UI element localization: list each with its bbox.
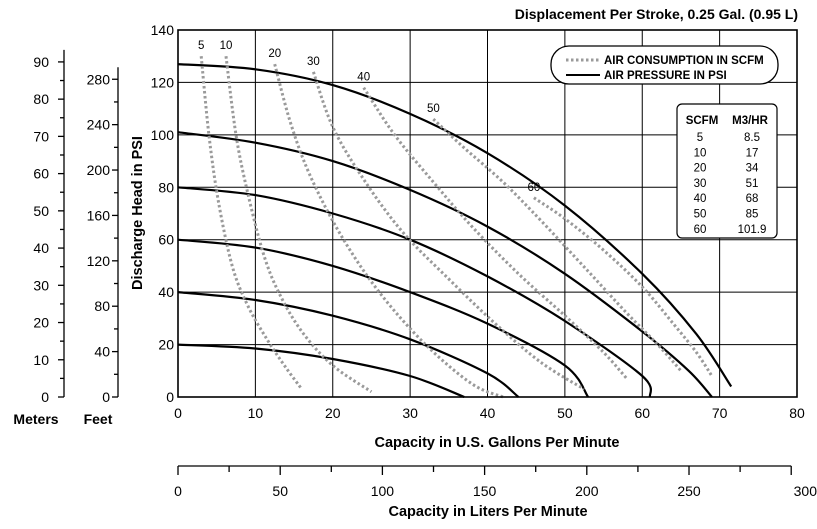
legend-label-air-consumption: AIR CONSUMPTION IN SCFM — [604, 55, 764, 67]
y-tick-label: 20 — [158, 337, 174, 353]
x-tick-label: 0 — [174, 405, 182, 421]
meters-tick-label: 20 — [33, 315, 49, 331]
legend-label-air-pressure: AIR PRESSURE IN PSI — [604, 70, 727, 82]
table-header-scfm: SCFM — [686, 115, 719, 127]
scfm-curves: 5 10 20 30 40 50 60 — [198, 40, 714, 399]
table-cell-scfm: 40 — [694, 193, 707, 205]
pressure-curve — [177, 63, 733, 388]
table-cell-scfm: 30 — [694, 178, 707, 190]
feet-axis: 0 40 80 120 160 200 240 280 — [87, 67, 119, 405]
meters-tick-label: 0 — [41, 389, 49, 405]
pressure-curves — [177, 63, 733, 399]
table-header-m3hr: M3/HR — [732, 115, 768, 127]
y-tick-label: 0 — [166, 389, 174, 405]
x-tick-label: 30 — [402, 405, 418, 421]
meters-tick-label: 60 — [33, 166, 49, 182]
pressure-curve — [177, 343, 465, 399]
pressure-curve — [177, 131, 713, 398]
liters-tick-label: 50 — [272, 483, 288, 499]
feet-tick-label: 240 — [87, 117, 111, 133]
feet-tick-label: 200 — [87, 162, 111, 178]
feet-tick-label: 80 — [94, 298, 110, 314]
feet-tick-label: 120 — [87, 253, 111, 269]
table-cell-m3hr: 8.5 — [744, 132, 760, 144]
scfm-curve-label: 20 — [268, 48, 281, 60]
scfm-curve-10 — [224, 56, 373, 394]
table-cell-scfm: 5 — [697, 132, 703, 144]
table-cell-scfm: 60 — [694, 224, 707, 236]
liters-axis-title: Capacity in Liters Per Minute — [388, 504, 587, 520]
meters-tick-label: 40 — [33, 240, 49, 256]
scfm-curve-5 — [199, 56, 304, 390]
table-cell-scfm: 20 — [694, 163, 707, 175]
liters-tick-label: 250 — [677, 483, 701, 499]
meters-axis: 0 10 20 30 40 50 60 70 80 90 — [33, 49, 65, 405]
x-tick-label: 70 — [712, 405, 728, 421]
liters-tick-label: 150 — [473, 483, 497, 499]
x-tick-label: 20 — [325, 405, 341, 421]
feet-tick-label: 0 — [102, 389, 110, 405]
chart-title: Displacement Per Stroke, 0.25 Gal. (0.95… — [515, 6, 798, 22]
scfm-curve-30 — [311, 71, 585, 391]
table-cell-m3hr: 68 — [746, 193, 759, 205]
feet-tick-label: 40 — [94, 344, 110, 360]
y-tick-label: 40 — [158, 284, 174, 300]
table-cell-m3hr: 34 — [746, 163, 759, 175]
x-tick-label: 10 — [248, 405, 264, 421]
table-cell-scfm: 50 — [694, 209, 707, 221]
table-cell-m3hr: 85 — [746, 209, 759, 221]
y-tick-label: 80 — [158, 179, 174, 195]
legend: AIR CONSUMPTION IN SCFM AIR PRESSURE IN … — [550, 45, 779, 85]
y-tick-label: 120 — [151, 74, 175, 90]
scfm-curve-label: 60 — [528, 182, 541, 194]
y-tick-label: 60 — [158, 232, 174, 248]
meters-tick-label: 80 — [33, 91, 49, 107]
table-cell-m3hr: 51 — [746, 178, 759, 190]
scfm-table: SCFM M3/HR 5 8.5 10 17 20 34 30 51 40 68 50 85 60 101… — [676, 103, 778, 239]
scfm-curve-label: 40 — [357, 72, 370, 84]
scfm-table-rows: 5 8.5 10 17 20 34 30 51 40 68 50 85 60 101.9 — [694, 132, 767, 236]
pressure-curve — [177, 291, 520, 398]
x-axis-title: Capacity in U.S. Gallons Per Minute — [375, 435, 620, 451]
scfm-curve-label: 5 — [198, 40, 204, 52]
scfm-table-box — [676, 103, 778, 239]
liters-axis: 0 50 100 150 200 250 300 — [174, 465, 817, 499]
feet-tick-label: 160 — [87, 207, 111, 223]
liters-tick-label: 0 — [174, 483, 182, 499]
y-axis-title: Discharge Head in PSI — [130, 136, 146, 290]
x-tick-label: 40 — [480, 405, 496, 421]
feet-tick-label: 280 — [87, 71, 111, 87]
x-tick-label: 50 — [557, 405, 573, 421]
scfm-curve-60 — [533, 196, 714, 377]
legend-box — [550, 45, 779, 85]
meters-tick-label: 70 — [33, 128, 49, 144]
table-cell-scfm: 10 — [694, 147, 707, 159]
x-tick-label: 60 — [634, 405, 650, 421]
scfm-curve-20 — [273, 63, 504, 399]
meters-tick-label: 10 — [33, 352, 49, 368]
tick-labels: 0 10 20 30 40 50 60 70 80 0 20 40 60 80 100 120 140 — [151, 22, 805, 421]
table-cell-m3hr: 17 — [746, 147, 759, 159]
plot-frame — [177, 29, 798, 398]
feet-axis-label: Feet — [84, 411, 113, 427]
scfm-curve-label: 30 — [307, 56, 320, 68]
y-tick-label: 140 — [151, 22, 175, 38]
scfm-curve-label: 10 — [220, 40, 233, 52]
pressure-curve — [177, 238, 590, 398]
y-tick-label: 100 — [151, 127, 175, 143]
pressure-curve — [177, 186, 653, 398]
meters-tick-label: 90 — [33, 54, 49, 70]
meters-axis-label: Meters — [13, 411, 58, 427]
meters-tick-label: 30 — [33, 277, 49, 293]
meters-tick-label: 50 — [33, 203, 49, 219]
liters-tick-label: 200 — [575, 483, 599, 499]
scfm-curve-label: 50 — [427, 103, 440, 115]
liters-tick-label: 100 — [371, 483, 395, 499]
x-tick-label: 80 — [789, 405, 805, 421]
table-cell-m3hr: 101.9 — [738, 224, 767, 236]
liters-tick-label: 300 — [794, 483, 817, 499]
